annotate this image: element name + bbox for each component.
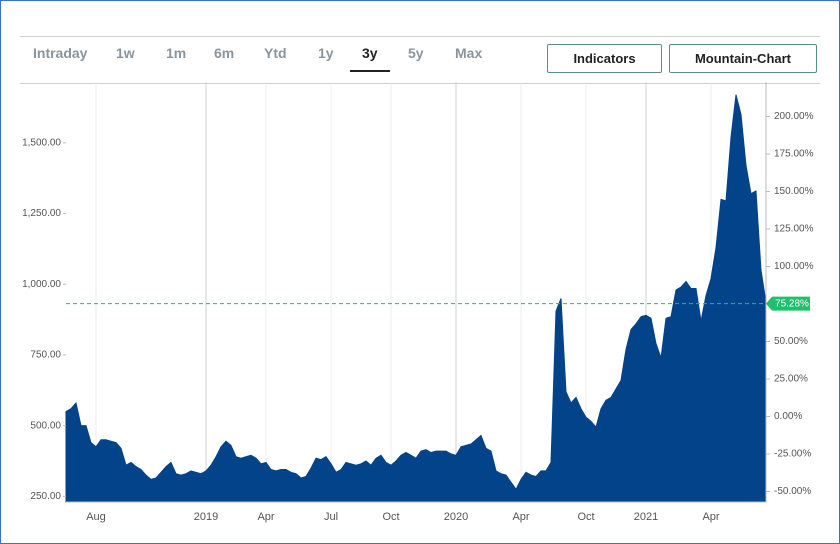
price-area [65,94,767,503]
y2-tick-label: 125.00% [774,224,814,235]
range-tab[interactable]: Ytd [264,45,287,61]
x-tick-label: Oct [382,511,399,523]
last-value-label: 75.28% [775,299,809,310]
x-tick-label: Apr [257,511,274,523]
y-tick-label: 750.00 [30,350,61,361]
range-tab[interactable]: 1y [318,45,334,61]
x-tick-label: Aug [86,511,106,523]
y-tick-label: 1,250.00 [22,208,61,219]
range-tab[interactable]: Intraday [33,45,88,61]
y-tick-label: 1,500.00 [22,137,61,148]
x-tick-label: 2019 [194,511,218,523]
x-tick-label: Oct [577,511,594,523]
y2-tick-label: 50.00% [774,336,808,347]
y2-tick-label: 150.00% [774,186,814,197]
y2-tick-label: 25.00% [774,374,808,385]
range-tab[interactable]: 3y [350,45,390,72]
toolbar-button[interactable]: Indicators [547,44,662,73]
y-tick-label: 500.00 [30,420,61,431]
y2-tick-label: 200.00% [774,111,814,122]
y2-tick-label: 0.00% [774,411,802,422]
range-tab[interactable]: Max [455,45,483,61]
y2-tick-label: -25.00% [774,449,811,460]
y2-tick-label: 100.00% [774,261,814,272]
range-tab[interactable]: 5y [408,45,424,61]
y2-tick-label: 175.00% [774,149,814,160]
x-tick-label: Apr [702,511,719,523]
toolbar-button[interactable]: Mountain-Chart [669,44,817,73]
y-tick-label: 1,000.00 [22,279,61,290]
x-tick-label: 2020 [444,511,468,523]
y2-tick-label: -50.00% [774,486,811,497]
x-tick-label: 2021 [634,511,658,523]
x-tick-label: Jul [324,511,338,523]
range-tab[interactable]: 1w [116,45,135,61]
y-tick-label: 250.00 [30,491,61,502]
x-tick-label: Apr [512,511,529,523]
range-tab[interactable]: 6m [214,45,235,61]
range-tabs: Intraday 1w 1m 6m Ytd 1y 3y 5y Max Indicators Moun… [20,36,820,84]
last-value-badge [766,296,810,311]
range-tab[interactable]: 1m [166,45,187,61]
